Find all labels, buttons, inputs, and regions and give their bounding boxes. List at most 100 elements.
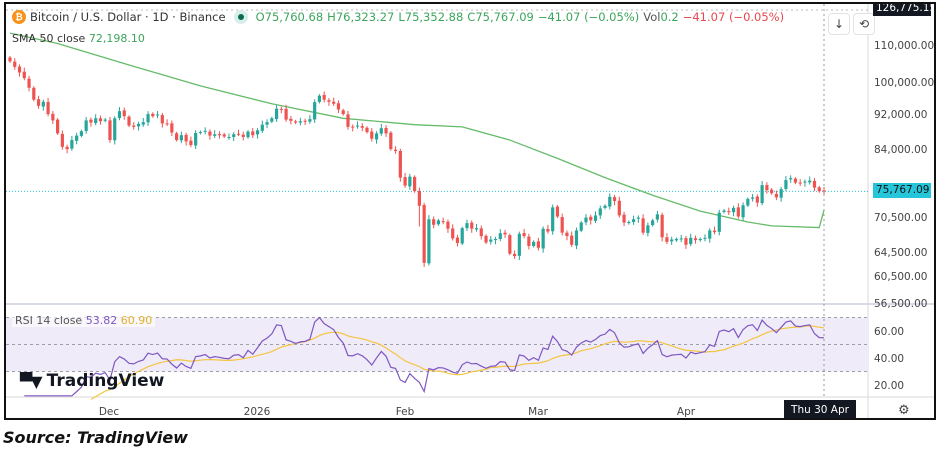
- candle-body: [322, 94, 326, 100]
- candle-body: [441, 221, 445, 223]
- candle-body: [170, 123, 174, 133]
- candle-body: [784, 180, 788, 189]
- candle-body: [274, 108, 279, 120]
- candle-body: [670, 239, 674, 242]
- candle-body: [360, 126, 364, 128]
- candle-body: [541, 228, 545, 249]
- candle-body: [693, 238, 698, 241]
- candle-body: [189, 140, 193, 146]
- candle-body: [722, 210, 726, 212]
- candle-body: [413, 176, 417, 192]
- volume-value: 0.2: [660, 10, 679, 24]
- candle-body: [651, 220, 655, 226]
- candle-body: [94, 118, 98, 124]
- candle-body: [608, 196, 612, 207]
- candle-body: [736, 207, 740, 217]
- candle-body: [717, 212, 721, 232]
- candle-body: [17, 66, 22, 73]
- price-tick: 60,500.00: [874, 271, 928, 284]
- candle-body: [51, 113, 55, 121]
- sma-label: SMA 50 close: [12, 32, 86, 45]
- candle-body: [665, 237, 669, 242]
- logo-text: TradingView: [46, 371, 165, 391]
- candle-body: [512, 253, 517, 257]
- tradingview-logo-icon: ▀▼: [20, 371, 43, 391]
- current-price-label: 75,767.09: [873, 183, 931, 199]
- candle-body: [60, 133, 64, 147]
- sma-line: [9, 32, 825, 229]
- price-tick: 64,500.00: [874, 246, 928, 259]
- candle-body: [498, 233, 502, 239]
- gear-icon[interactable]: ⚙: [898, 403, 910, 418]
- candle-body: [684, 238, 688, 245]
- time-label: 2026: [243, 406, 271, 418]
- candle-body: [422, 204, 426, 263]
- ohlc-high: H76,323.27: [327, 10, 395, 24]
- sma-legend[interactable]: SMA 50 close 72,198.10: [12, 32, 145, 45]
- candle-body: [346, 114, 350, 127]
- rsi-legend[interactable]: RSI 14 close 53.82 60.90: [12, 314, 156, 327]
- candle-body: [336, 103, 341, 110]
- candle-body: [603, 205, 607, 208]
- candle-body: [617, 200, 621, 216]
- candle-body: [89, 119, 93, 123]
- candle-body: [546, 228, 550, 232]
- candle-body: [789, 178, 793, 180]
- candle-body: [317, 95, 322, 102]
- candle-body: [365, 127, 369, 133]
- candle-body: [265, 122, 269, 125]
- candle-body: [136, 123, 141, 127]
- candle-body: [570, 235, 574, 245]
- candle-body: [175, 133, 179, 141]
- rsi-ma-value: 60.90: [120, 314, 153, 327]
- candle-body: [555, 206, 560, 217]
- candle-body: [765, 185, 769, 191]
- candle-body: [798, 182, 802, 184]
- market-status-icon: [233, 10, 248, 24]
- time-label: Apr: [676, 406, 696, 418]
- symbol-legend: ₿ Bitcoin / U.S. Dollar · 1D · Binance O…: [12, 10, 784, 24]
- candle-body: [522, 233, 526, 237]
- candle-body: [536, 241, 540, 248]
- candle-body: [631, 219, 636, 223]
- candle-body: [636, 217, 640, 219]
- scroll-to-latest-button[interactable]: ↓: [828, 13, 850, 35]
- candle-body: [384, 127, 388, 134]
- candle-body: [579, 222, 583, 231]
- time-label: Dec: [98, 406, 120, 418]
- arrow-down-icon: ↓: [833, 17, 845, 31]
- candle-body: [793, 178, 798, 183]
- candle-body: [679, 238, 683, 240]
- candle-body: [98, 118, 103, 122]
- candle-body: [22, 71, 26, 79]
- candle-body: [551, 207, 555, 232]
- chart-frame[interactable]: ₿ Bitcoin / U.S. Dollar · 1D · Binance O…: [4, 2, 936, 420]
- ohlc-low: L75,352.88: [398, 10, 464, 24]
- candle-body: [470, 222, 474, 229]
- candle-body: [56, 119, 60, 134]
- candle-body: [32, 87, 36, 100]
- candle-body: [398, 150, 402, 178]
- candle-body: [655, 214, 659, 220]
- candle-body: [598, 208, 602, 216]
- candle-body: [122, 110, 126, 117]
- candle-body: [255, 130, 260, 135]
- tradingview-logo[interactable]: ▀▼ TradingView: [20, 371, 164, 391]
- candle-body: [75, 135, 79, 141]
- candle-body: [351, 126, 355, 128]
- candle-body: [770, 189, 774, 194]
- candle-body: [379, 128, 383, 134]
- volume-change: −41.07 (−0.05%): [682, 10, 785, 24]
- candle-body: [41, 101, 45, 107]
- candle-body: [584, 217, 588, 223]
- candle-body: [708, 230, 712, 239]
- candle-body: [270, 118, 274, 122]
- candle-body: [246, 131, 250, 138]
- reset-chart-button[interactable]: ⟲: [853, 13, 875, 35]
- price-tick: 70,500.00: [874, 212, 928, 225]
- candle-body: [222, 134, 226, 137]
- chart-canvas[interactable]: [6, 4, 936, 420]
- symbol-title[interactable]: Bitcoin / U.S. Dollar · 1D · Binance: [30, 10, 226, 24]
- price-high-label: 126,775.15: [873, 4, 934, 16]
- ohlc-close: C75,767.09: [467, 10, 534, 24]
